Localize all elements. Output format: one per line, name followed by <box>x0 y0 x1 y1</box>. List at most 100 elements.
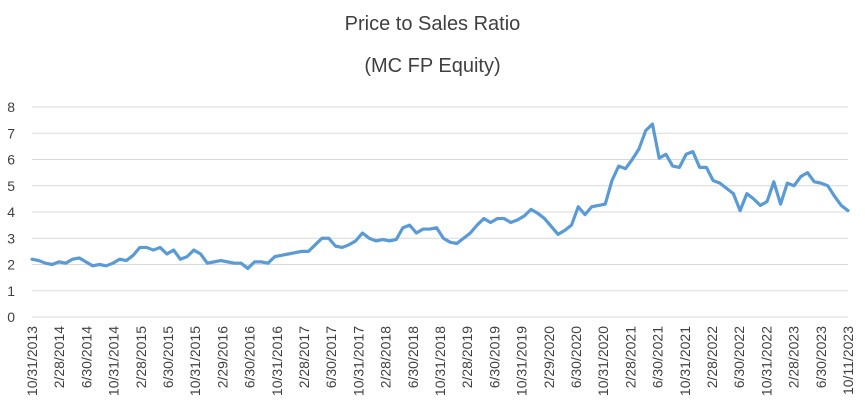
data-point <box>395 238 398 241</box>
data-point <box>732 192 735 195</box>
x-tick-label: 2/28/2014 <box>51 326 67 388</box>
x-tick-label: 2/28/2021 <box>622 326 638 388</box>
data-point <box>597 204 600 207</box>
data-point <box>530 208 533 211</box>
y-tick-label: 5 <box>7 178 15 194</box>
data-point <box>132 254 135 257</box>
data-point <box>482 217 485 220</box>
data-point <box>125 259 128 262</box>
data-point <box>745 192 748 195</box>
data-point <box>496 217 499 220</box>
data-point <box>786 182 789 185</box>
data-point <box>583 213 586 216</box>
data-point <box>192 249 195 252</box>
data-point <box>455 242 458 245</box>
x-tick-label: 2/28/2018 <box>378 326 394 388</box>
data-point <box>509 221 512 224</box>
data-point <box>462 237 465 240</box>
chart-title: Price to Sales Ratio <box>344 13 521 35</box>
data-point <box>435 226 438 229</box>
data-point <box>44 262 47 265</box>
x-tick-label: 10/31/2013 <box>24 326 40 396</box>
x-tick-label: 2/28/2022 <box>704 326 720 388</box>
y-tick-label: 8 <box>7 99 15 115</box>
data-point <box>422 228 425 231</box>
data-point <box>71 258 74 261</box>
data-point <box>428 228 431 231</box>
data-point <box>145 246 148 249</box>
data-point <box>37 259 40 262</box>
data-point <box>766 200 769 203</box>
data-point <box>664 153 667 156</box>
data-point <box>772 180 775 183</box>
y-tick-label: 1 <box>7 283 15 299</box>
data-point <box>260 260 263 263</box>
data-point <box>799 175 802 178</box>
data-point <box>300 250 303 253</box>
data-point <box>550 225 553 228</box>
x-tick-label: 10/31/2019 <box>514 326 530 396</box>
y-tick-label: 2 <box>7 257 15 273</box>
data-point <box>442 237 445 240</box>
x-tick-label: 2/28/2019 <box>459 326 475 388</box>
data-point <box>705 166 708 169</box>
data-point <box>118 258 121 261</box>
data-point <box>759 204 762 207</box>
data-point <box>374 239 377 242</box>
data-point <box>685 153 688 156</box>
data-point <box>381 238 384 241</box>
data-point <box>408 224 411 227</box>
data-point <box>273 255 276 258</box>
data-point <box>31 258 33 261</box>
data-point <box>186 255 189 258</box>
data-point <box>267 262 270 265</box>
data-point <box>226 260 229 263</box>
x-tick-label: 2/29/2020 <box>541 326 557 388</box>
data-point <box>543 217 546 220</box>
x-tick-label: 10/31/2020 <box>595 326 611 396</box>
y-tick-label: 7 <box>7 125 15 141</box>
data-point <box>213 260 216 263</box>
x-tick-label: 6/30/2016 <box>242 326 258 388</box>
y-axis-ticks: 0 1 2 3 4 5 6 7 8 <box>7 99 15 325</box>
data-point <box>368 237 371 240</box>
data-point <box>637 148 640 150</box>
x-tick-label: 6/30/2021 <box>650 326 666 388</box>
x-tick-label: 6/30/2019 <box>486 326 502 388</box>
x-tick-label: 2/28/2015 <box>133 326 149 388</box>
data-point <box>658 157 661 160</box>
data-point <box>159 246 162 249</box>
data-point <box>806 171 809 174</box>
y-tick-label: 3 <box>7 230 15 246</box>
x-axis-ticks: 10/31/2013 2/28/2014 6/30/2014 10/31/2014 2/… <box>24 326 856 396</box>
gridlines <box>32 106 848 318</box>
data-point <box>138 246 141 249</box>
data-point <box>752 197 755 200</box>
data-point <box>361 232 364 234</box>
data-point <box>287 253 290 255</box>
data-point <box>388 239 391 242</box>
data-point <box>78 256 81 259</box>
data-point <box>698 166 701 169</box>
data-point <box>563 229 566 232</box>
data-point <box>415 232 418 234</box>
data-point <box>840 204 843 207</box>
data-point <box>91 264 94 267</box>
data-point <box>401 226 404 229</box>
data-point <box>347 243 350 246</box>
data-point <box>793 184 796 187</box>
data-point <box>105 264 108 267</box>
x-tick-label: 10/31/2014 <box>106 326 122 396</box>
data-point <box>354 239 357 242</box>
data-point <box>51 263 54 266</box>
data-point <box>604 203 607 206</box>
y-tick-label: 4 <box>7 204 15 220</box>
data-point <box>678 166 681 169</box>
chart-subtitle: (MC FP Equity) <box>364 55 501 77</box>
data-point <box>725 187 728 190</box>
x-tick-label: 2/28/2023 <box>786 326 802 388</box>
data-point <box>476 224 479 227</box>
x-tick-label: 2/28/2017 <box>296 326 312 388</box>
data-point <box>617 165 620 168</box>
x-tick-label: 10/31/2018 <box>432 326 448 396</box>
